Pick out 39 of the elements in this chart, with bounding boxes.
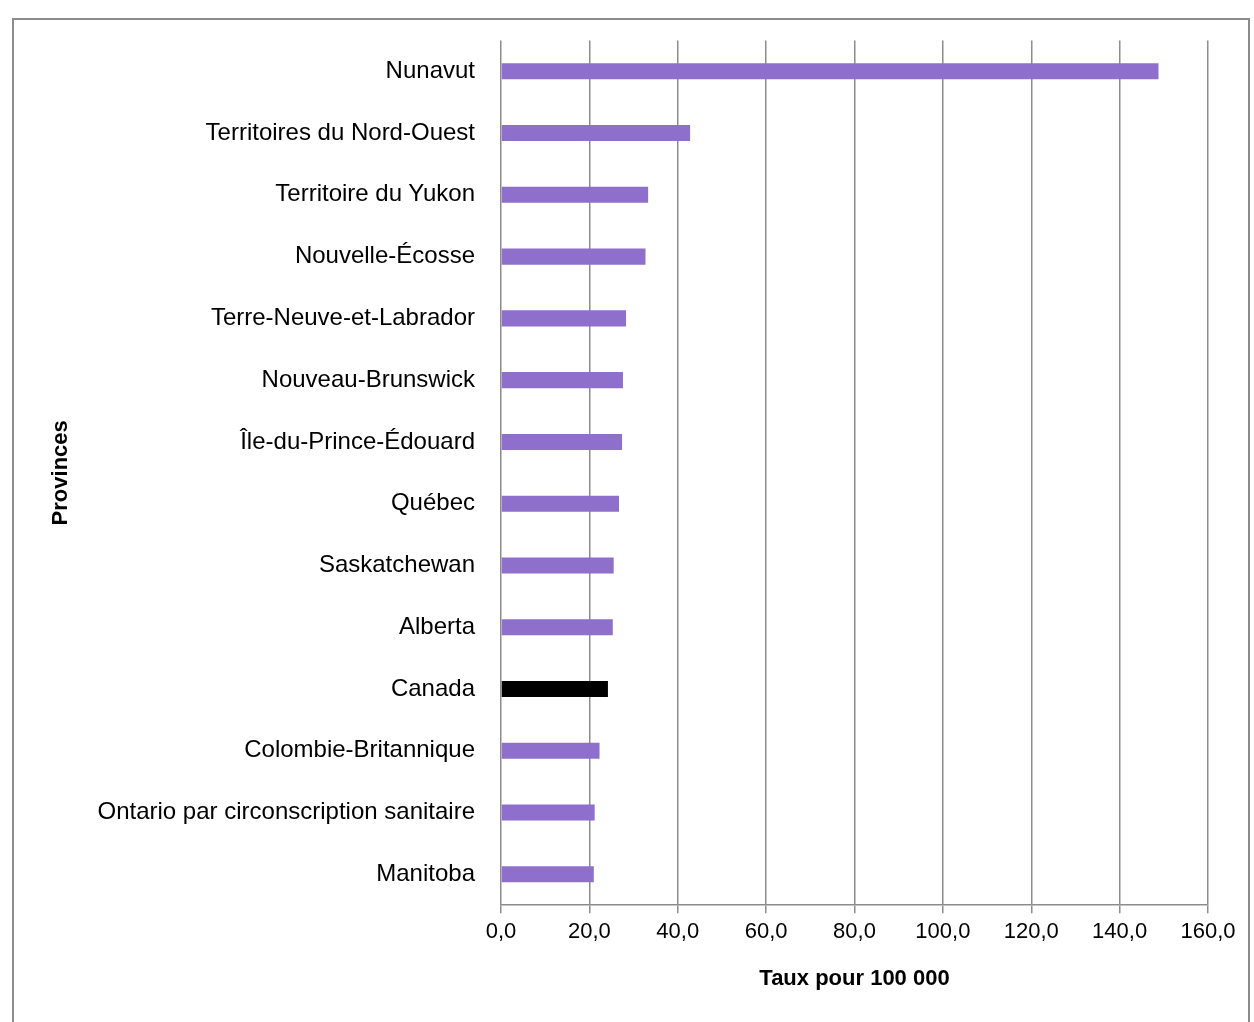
bar [501, 125, 691, 142]
bar [501, 433, 623, 450]
y-tick-label: Nouveau-Brunswick [261, 364, 476, 392]
bar [501, 557, 614, 574]
y-tick-label: Île-du-Prince-Édouard [239, 426, 475, 454]
x-tick-label: 0,0 [485, 918, 517, 944]
y-tick-label: Terre-Neuve-et-Labrador [210, 303, 475, 330]
y-axis-title: Provinces [47, 420, 73, 526]
bar [501, 680, 608, 698]
x-axis-title: Taux pour 100 000 [759, 964, 950, 990]
y-tick-label: Nunavut [385, 55, 476, 83]
y-tick-label: Colombie-Britannique [244, 735, 475, 763]
y-tick-label: Saskatchewan [318, 550, 475, 578]
bar [501, 742, 600, 759]
y-tick-label: Territoire du Yukon [275, 179, 475, 207]
bar [501, 248, 646, 265]
y-tick-label: Canada [390, 673, 476, 701]
x-tick-label: 60,0 [744, 918, 788, 944]
y-tick-label: Nouvelle-Écosse [294, 241, 475, 269]
bar [501, 495, 619, 512]
y-tick-label: Québec [390, 488, 475, 516]
x-tick-label: 80,0 [833, 918, 876, 944]
bar [501, 186, 649, 203]
x-tick-label: 140,0 [1092, 918, 1148, 944]
x-tick-label: 20,0 [567, 918, 611, 944]
bar [501, 804, 595, 821]
x-tick-label: 120,0 [1003, 918, 1059, 944]
x-tick-label: 160,0 [1180, 918, 1236, 944]
y-tick-label: Manitoba [376, 858, 476, 886]
y-tick-label: Territoires du Nord-Ouest [205, 117, 476, 145]
bar [501, 372, 623, 389]
x-tick-label: 40,0 [656, 918, 700, 944]
bar [501, 866, 594, 883]
x-tick-label: 100,0 [915, 918, 971, 944]
y-tick-label: Ontario par circonscription sanitaire [97, 797, 475, 825]
bar [501, 63, 1159, 80]
bar [501, 619, 613, 636]
y-tick-label: Alberta [398, 611, 476, 639]
bar [501, 310, 627, 327]
